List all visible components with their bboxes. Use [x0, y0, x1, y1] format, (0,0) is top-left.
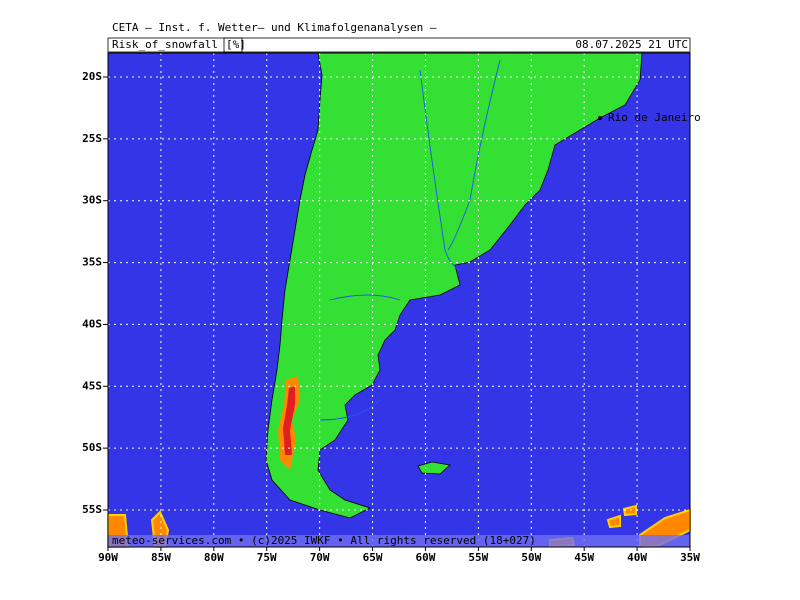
lon-tick-label: 40W	[627, 551, 647, 564]
valid-time: 08.07.2025 21 UTC	[575, 38, 688, 51]
lat-tick-label: 20S	[82, 70, 102, 83]
snowfall-risk-sea	[606, 514, 621, 529]
lat-tick-label: 55S	[82, 503, 102, 516]
lon-tick-label: 80W	[204, 551, 224, 564]
lat-tick-label: 50S	[82, 441, 102, 454]
rivers	[319, 59, 501, 421]
footer-band	[108, 535, 690, 547]
lat-tick-label: 25S	[82, 132, 102, 145]
snowfall-risk-max	[283, 386, 295, 455]
city-marker	[598, 116, 602, 120]
land	[265, 52, 643, 519]
lon-tick-label: 70W	[310, 551, 330, 564]
map-frame	[107, 52, 691, 548]
lon-tick-label: 85W	[151, 551, 171, 564]
unit-box	[223, 37, 243, 53]
lat-tick-label: 40S	[82, 317, 102, 330]
lon-tick-label: 75W	[257, 551, 277, 564]
falkland-islands	[417, 461, 451, 475]
header-box	[107, 37, 691, 53]
lon-tick-label: 65W	[363, 551, 383, 564]
lat-tick-label: 45S	[82, 379, 102, 392]
unit: [%]	[226, 38, 246, 51]
parameter: Risk_of_snowfall	[112, 38, 218, 51]
lat-tick-label: 35S	[82, 256, 102, 269]
lon-tick-label: 90W	[98, 551, 118, 564]
footer: meteo-services.com • (c)2025 IWKF • All …	[112, 534, 536, 547]
lat-tick-label: 30S	[82, 194, 102, 207]
city-label: Rio de Janeiro	[608, 111, 701, 124]
lon-tick-label: 60W	[416, 551, 436, 564]
header-title: CETA — Inst. f. Wetter— und Klimafolgena…	[112, 21, 437, 34]
lon-tick-label: 45W	[574, 551, 594, 564]
lon-tick-label: 35W	[680, 551, 700, 564]
lon-tick-label: 55W	[468, 551, 488, 564]
lon-tick-label: 50W	[521, 551, 541, 564]
